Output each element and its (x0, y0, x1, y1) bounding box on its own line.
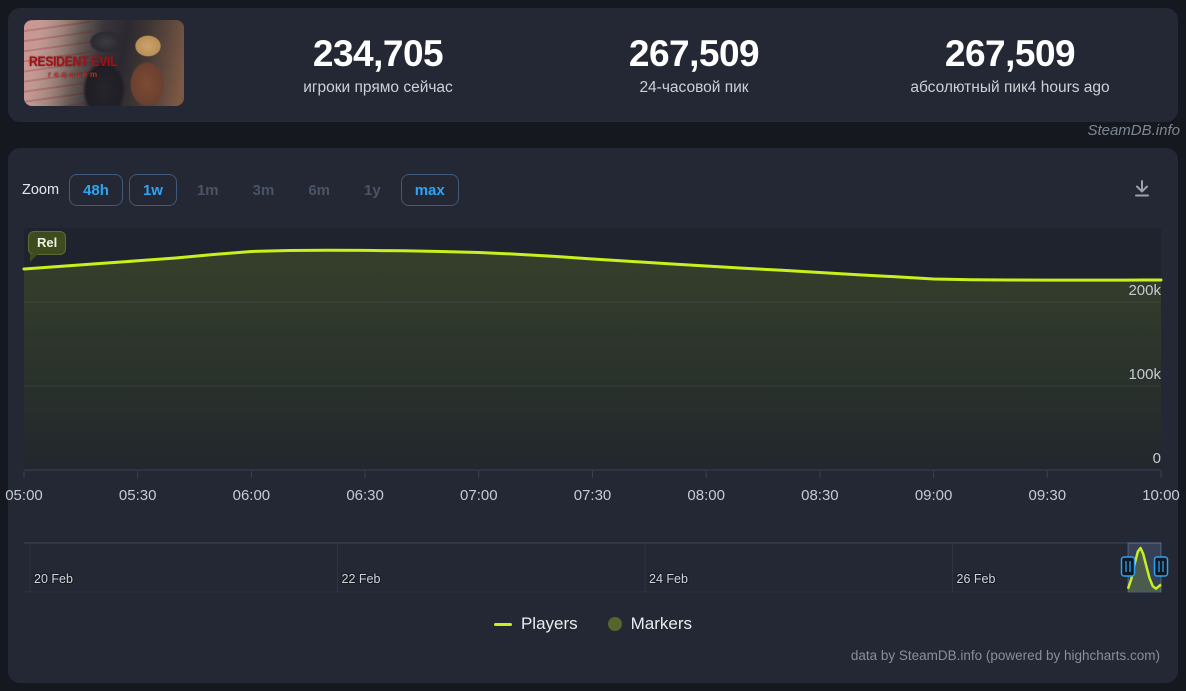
navigator-day-label: 26 Feb (956, 572, 996, 586)
legend-label-players: Players (520, 614, 578, 633)
navigator-day-label: 22 Feb (341, 572, 381, 586)
player-chart-canvas[interactable] (8, 148, 1178, 683)
y-axis-label: 200k (1128, 281, 1161, 299)
stats-row: 234,705 игроки прямо сейчас 267,509 24-часо… (220, 8, 1168, 122)
navigator-day-label: 20 Feb (34, 572, 73, 586)
zoom-button-3m: 3m (239, 174, 289, 206)
stat-block: 267,509 24-часовой пик (536, 8, 852, 122)
stat-label: абсолютный пик4 hours ago (910, 78, 1110, 96)
players-series-line (22, 248, 1163, 282)
legend-item-players[interactable]: Players (493, 614, 578, 634)
stat-label: игроки прямо сейчас (303, 78, 453, 96)
zoom-buttons: 48h 1w 1m 3m 6m 1y max (69, 174, 465, 206)
release-flag[interactable]: Rel (28, 231, 67, 262)
navigator-handle-right[interactable] (1153, 556, 1169, 577)
game-banner-subtitle: requiem (48, 70, 101, 79)
steamdb-watermark: SteamDB.info (1087, 122, 1180, 139)
download-icon (1135, 179, 1149, 196)
markers-dot-swatch (607, 617, 622, 631)
x-axis-label: 06:00 (232, 487, 271, 504)
zoom-button-1m: 1m (183, 174, 233, 206)
download-button[interactable] (1130, 177, 1154, 204)
stats-header: RESIDENT EVIL requiem 234,705 игроки прям… (8, 8, 1178, 122)
game-banner-title: RESIDENT EVIL (29, 54, 118, 69)
x-axis-label: 07:30 (573, 487, 612, 504)
chart-panel: Zoom 48h 1w 1m 3m 6m 1y max 0 100k 200k 05:00 05:3… (5, 148, 1180, 683)
players-series-area (24, 250, 1161, 470)
x-axis-label: 10:00 (1142, 487, 1180, 504)
navigator-handle-left[interactable] (1120, 556, 1136, 577)
stat-value: 267,509 (628, 33, 760, 75)
zoom-button-1y: 1y (350, 174, 395, 206)
stat-value: 234,705 (312, 33, 444, 75)
legend-label-markers: Markers (630, 614, 693, 633)
zoom-button-max[interactable]: max (400, 174, 459, 206)
zoom-button-6m: 6m (294, 174, 344, 206)
stat-block: 267,509 абсолютный пик4 hours ago (852, 8, 1168, 122)
zoom-button-48h[interactable]: 48h (69, 174, 123, 206)
x-axis-label: 09:00 (914, 487, 953, 504)
stat-label: 24-часовой пик (639, 78, 749, 96)
x-axis-label: 07:00 (460, 487, 498, 504)
x-axis-label: 05:30 (118, 487, 157, 504)
stat-value: 267,509 (944, 33, 1076, 75)
zoom-button-1w[interactable]: 1w (128, 174, 177, 206)
game-banner[interactable]: RESIDENT EVIL requiem (24, 20, 184, 106)
x-axis-label: 08:30 (801, 487, 839, 504)
zoom-label: Zoom (22, 182, 60, 198)
navigator-day-label: 24 Feb (649, 572, 688, 586)
x-axis-label: 06:30 (346, 487, 384, 504)
x-axis-label: 05:00 (5, 487, 43, 504)
highcharts-credits[interactable]: data by SteamDB.info (powered by highcha… (850, 648, 1160, 663)
x-axis-label: 08:00 (687, 487, 725, 504)
x-axis-label: 09:30 (1028, 487, 1067, 504)
stat-block: 234,705 игроки прямо сейчас (220, 8, 536, 122)
players-line-swatch (493, 622, 512, 626)
chart-toolbar: Zoom 48h 1w 1m 3m 6m 1y max (22, 174, 1164, 206)
legend-item-markers[interactable]: Markers (607, 614, 693, 634)
y-axis-label: 100k (1128, 365, 1161, 383)
y-axis-label: 0 (1152, 450, 1161, 467)
chart-legend: Players Markers (8, 614, 1178, 634)
